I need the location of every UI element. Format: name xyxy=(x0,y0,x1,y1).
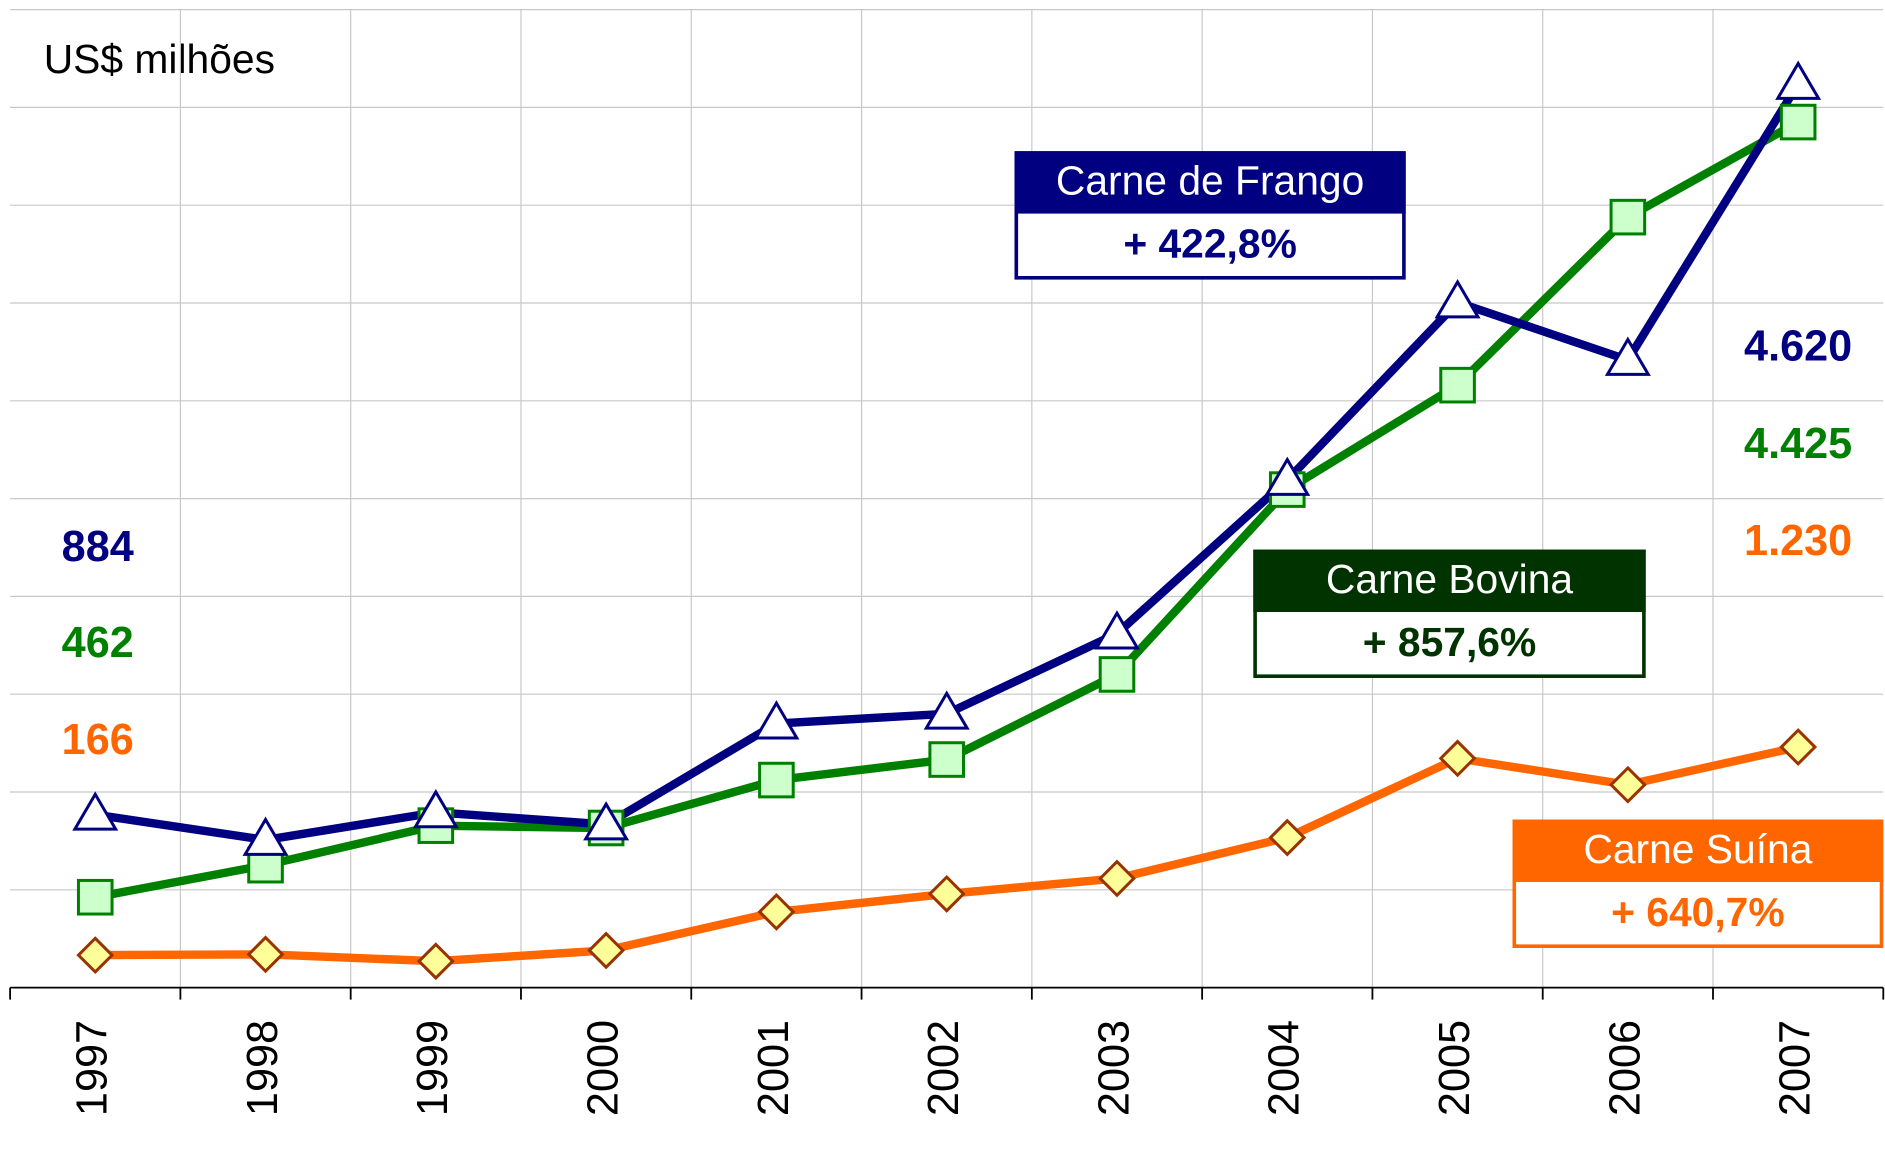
diamond-marker xyxy=(927,874,966,913)
square-marker xyxy=(1779,103,1817,141)
annotation-growth: + 640,7% xyxy=(1611,889,1785,935)
annotation-growth: + 857,6% xyxy=(1363,619,1537,665)
square-marker xyxy=(1609,198,1647,236)
x-tick-label: 1997 xyxy=(69,1020,117,1116)
x-tick-label: 2005 xyxy=(1431,1020,1479,1116)
diamond-marker xyxy=(757,892,796,931)
annotation-header xyxy=(1512,819,1884,882)
x-tick-label: 2006 xyxy=(1601,1020,1649,1116)
triangle-marker xyxy=(72,791,119,831)
square-marker xyxy=(1439,366,1476,404)
value-label: 4.620 xyxy=(1744,323,1852,371)
value-label: 1.230 xyxy=(1744,517,1852,565)
value-label: 884 xyxy=(62,523,134,571)
x-tick-label: 2002 xyxy=(920,1020,968,1116)
x-tick-label: 1998 xyxy=(239,1020,287,1116)
square-marker xyxy=(76,878,114,916)
triangle-marker xyxy=(412,788,459,829)
triangle-marker xyxy=(1434,279,1481,319)
diamond-marker xyxy=(587,931,626,970)
x-tick-label: 2004 xyxy=(1261,1020,1309,1116)
x-tick-label: 2007 xyxy=(1772,1020,1820,1116)
x-tick-label: 1999 xyxy=(409,1020,457,1116)
triangle-marker xyxy=(242,816,289,856)
annotation-header xyxy=(1014,151,1406,214)
diamond-marker xyxy=(416,942,455,981)
value-label: 4.425 xyxy=(1744,420,1852,468)
triangle-marker xyxy=(583,801,630,841)
diamond-marker xyxy=(246,935,285,974)
diamond-marker xyxy=(1268,818,1307,857)
diamond-marker xyxy=(1438,739,1477,778)
annotation-title: Carne Bovina xyxy=(1326,556,1574,602)
value-label: 462 xyxy=(62,619,134,667)
triangle-marker xyxy=(923,690,970,730)
diamond-marker xyxy=(76,936,115,975)
annotation-header xyxy=(1253,549,1646,612)
annotation-title: Carne de Frango xyxy=(1056,157,1364,203)
x-tick-label: 2001 xyxy=(750,1020,798,1116)
diamond-marker xyxy=(1098,859,1136,898)
y-axis-label: US$ milhões xyxy=(44,36,275,82)
value-label: 166 xyxy=(62,716,134,764)
annotation-title: Carne Suína xyxy=(1583,826,1812,872)
triangle-marker xyxy=(1264,456,1311,496)
square-marker xyxy=(758,761,795,799)
triangle-marker xyxy=(1093,610,1141,650)
x-tick-label: 2003 xyxy=(1090,1020,1138,1116)
diamond-marker xyxy=(1779,728,1818,766)
square-marker xyxy=(928,741,965,778)
triangle-marker xyxy=(1775,60,1822,100)
triangle-marker xyxy=(1604,336,1651,376)
square-marker xyxy=(1098,656,1136,693)
annotation-growth: + 422,8% xyxy=(1123,220,1297,266)
triangle-marker xyxy=(753,700,800,740)
diamond-marker xyxy=(1608,765,1647,804)
x-tick-label: 2000 xyxy=(580,1020,628,1116)
